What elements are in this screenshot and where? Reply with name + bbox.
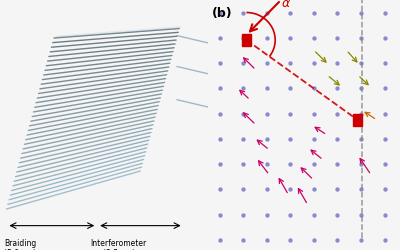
Text: (b): (b) [212,8,232,20]
Bar [242,34,251,46]
Bar [354,114,362,126]
Text: Interferometer
(3.5 cm): Interferometer (3.5 cm) [91,239,147,250]
Polygon shape [54,26,182,38]
Text: $\alpha$: $\alpha$ [281,0,291,10]
Text: Braiding
(5.0 cm): Braiding (5.0 cm) [4,239,36,250]
